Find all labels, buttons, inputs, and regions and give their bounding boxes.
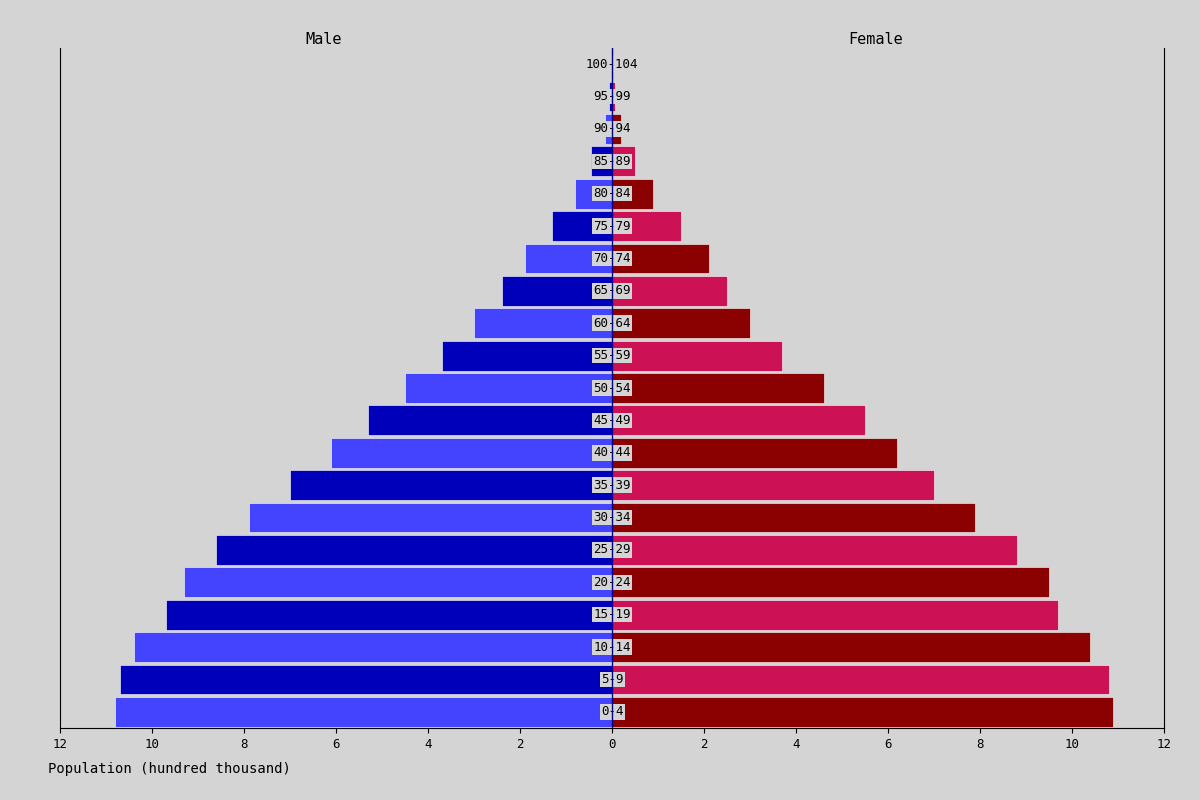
Bar: [185, 567, 612, 597]
Bar: [115, 697, 612, 726]
Bar: [612, 502, 976, 533]
Bar: [612, 600, 1058, 630]
Text: 55-59: 55-59: [593, 349, 631, 362]
Bar: [406, 373, 612, 403]
Text: 5-9: 5-9: [601, 673, 623, 686]
Text: 70-74: 70-74: [593, 252, 631, 265]
Text: 85-89: 85-89: [593, 155, 631, 168]
Text: 30-34: 30-34: [593, 511, 631, 524]
Bar: [612, 114, 622, 144]
Bar: [368, 406, 612, 435]
Bar: [612, 211, 682, 241]
Bar: [442, 341, 612, 370]
Text: 100-104: 100-104: [586, 58, 638, 70]
Bar: [612, 243, 708, 274]
Bar: [612, 341, 782, 370]
Bar: [575, 179, 612, 209]
Bar: [290, 470, 612, 500]
Bar: [612, 697, 1114, 726]
Bar: [552, 211, 612, 241]
Text: 90-94: 90-94: [593, 122, 631, 135]
Bar: [612, 179, 653, 209]
Text: 15-19: 15-19: [593, 608, 631, 621]
Bar: [612, 406, 865, 435]
Bar: [612, 632, 1091, 662]
Text: 50-54: 50-54: [593, 382, 631, 394]
Bar: [612, 308, 750, 338]
Bar: [592, 146, 612, 176]
Bar: [612, 276, 727, 306]
Bar: [331, 438, 612, 468]
Bar: [612, 82, 614, 111]
Bar: [612, 567, 1049, 597]
Bar: [612, 665, 1109, 694]
Bar: [120, 665, 612, 694]
Text: 25-29: 25-29: [593, 543, 631, 557]
Text: 45-49: 45-49: [593, 414, 631, 427]
Text: 80-84: 80-84: [593, 187, 631, 200]
Text: Population (hundred thousand): Population (hundred thousand): [48, 762, 290, 776]
Bar: [605, 114, 612, 144]
Bar: [133, 632, 612, 662]
Text: 95-99: 95-99: [593, 90, 631, 103]
Bar: [612, 535, 1016, 565]
Text: Female: Female: [848, 32, 904, 47]
Bar: [216, 535, 612, 565]
Bar: [612, 438, 898, 468]
Text: 10-14: 10-14: [593, 641, 631, 654]
Bar: [166, 600, 612, 630]
Bar: [608, 82, 612, 111]
Text: Male: Male: [306, 32, 342, 47]
Bar: [612, 373, 823, 403]
Bar: [612, 146, 635, 176]
Bar: [524, 243, 612, 274]
Text: 0-4: 0-4: [601, 706, 623, 718]
Text: 60-64: 60-64: [593, 317, 631, 330]
Text: 35-39: 35-39: [593, 478, 631, 492]
Text: 40-44: 40-44: [593, 446, 631, 459]
Text: 75-79: 75-79: [593, 219, 631, 233]
Bar: [612, 470, 934, 500]
Bar: [474, 308, 612, 338]
Bar: [502, 276, 612, 306]
Text: 65-69: 65-69: [593, 284, 631, 298]
Bar: [248, 502, 612, 533]
Text: 20-24: 20-24: [593, 576, 631, 589]
